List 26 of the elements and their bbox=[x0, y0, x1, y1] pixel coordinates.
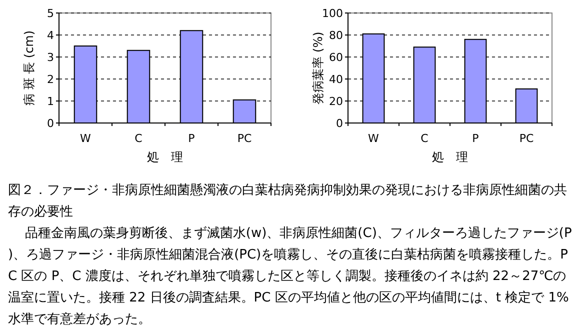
y-axis-title: 発病葉率 (%) bbox=[311, 32, 325, 104]
x-tick-label: C bbox=[134, 132, 143, 145]
y-axis-title: 病 斑 長 (cm) bbox=[22, 30, 36, 106]
y-tick-label: 100 bbox=[322, 6, 343, 20]
x-tick-label: PC bbox=[519, 132, 534, 145]
x-tick-label: P bbox=[472, 132, 480, 145]
x-axis-title: 処 理 bbox=[432, 150, 468, 164]
y-tick-label: 2 bbox=[47, 72, 54, 86]
text: 図２．ファージ・非病原性細菌懸濁液の白葉枯病発病抑制効果の発現における非病原性細菌の共存の必要性 bbox=[8, 183, 567, 220]
y-tick-label: 0 bbox=[47, 116, 54, 130]
x-tick-label: W bbox=[80, 132, 92, 145]
y-tick-label: 20 bbox=[329, 94, 343, 108]
y-tick-label: 3 bbox=[47, 50, 54, 64]
y-tick-label: 0 bbox=[336, 116, 343, 130]
y-tick-label: 60 bbox=[329, 50, 343, 64]
x-tick-label: W bbox=[368, 132, 380, 145]
x-tick-label: C bbox=[420, 132, 429, 145]
y-tick-label: 4 bbox=[47, 28, 54, 42]
x-tick-label: PC bbox=[237, 132, 252, 145]
y-tick-label: 80 bbox=[329, 28, 343, 42]
y-tick-label: 40 bbox=[329, 72, 343, 86]
x-axis-title: 処 理 bbox=[147, 150, 183, 164]
text: 品種金南風の葉身剪断後、まず滅菌水(w)、非病原性細菌(C)、フィルターろ過したファージ(P)、ろ過ファージ・非病原性細菌混合液(PC)を噴霧し、その直後に白葉枯病菌を噴霧接種した。PC 区の P、C 濃度は、それぞれ単独で噴霧した区と等しく調製。接種後のイネは約 22～27℃の温室に置いた。接種 22 日後の調査結果。PC 区の平均値と他の区の平均値間には、t 検定で 1%水準で有意差があった。 bbox=[8, 226, 572, 327]
x-tick-label: P bbox=[188, 132, 196, 145]
y-tick-label: 5 bbox=[47, 6, 54, 20]
y-tick-label: 1 bbox=[47, 94, 54, 108]
